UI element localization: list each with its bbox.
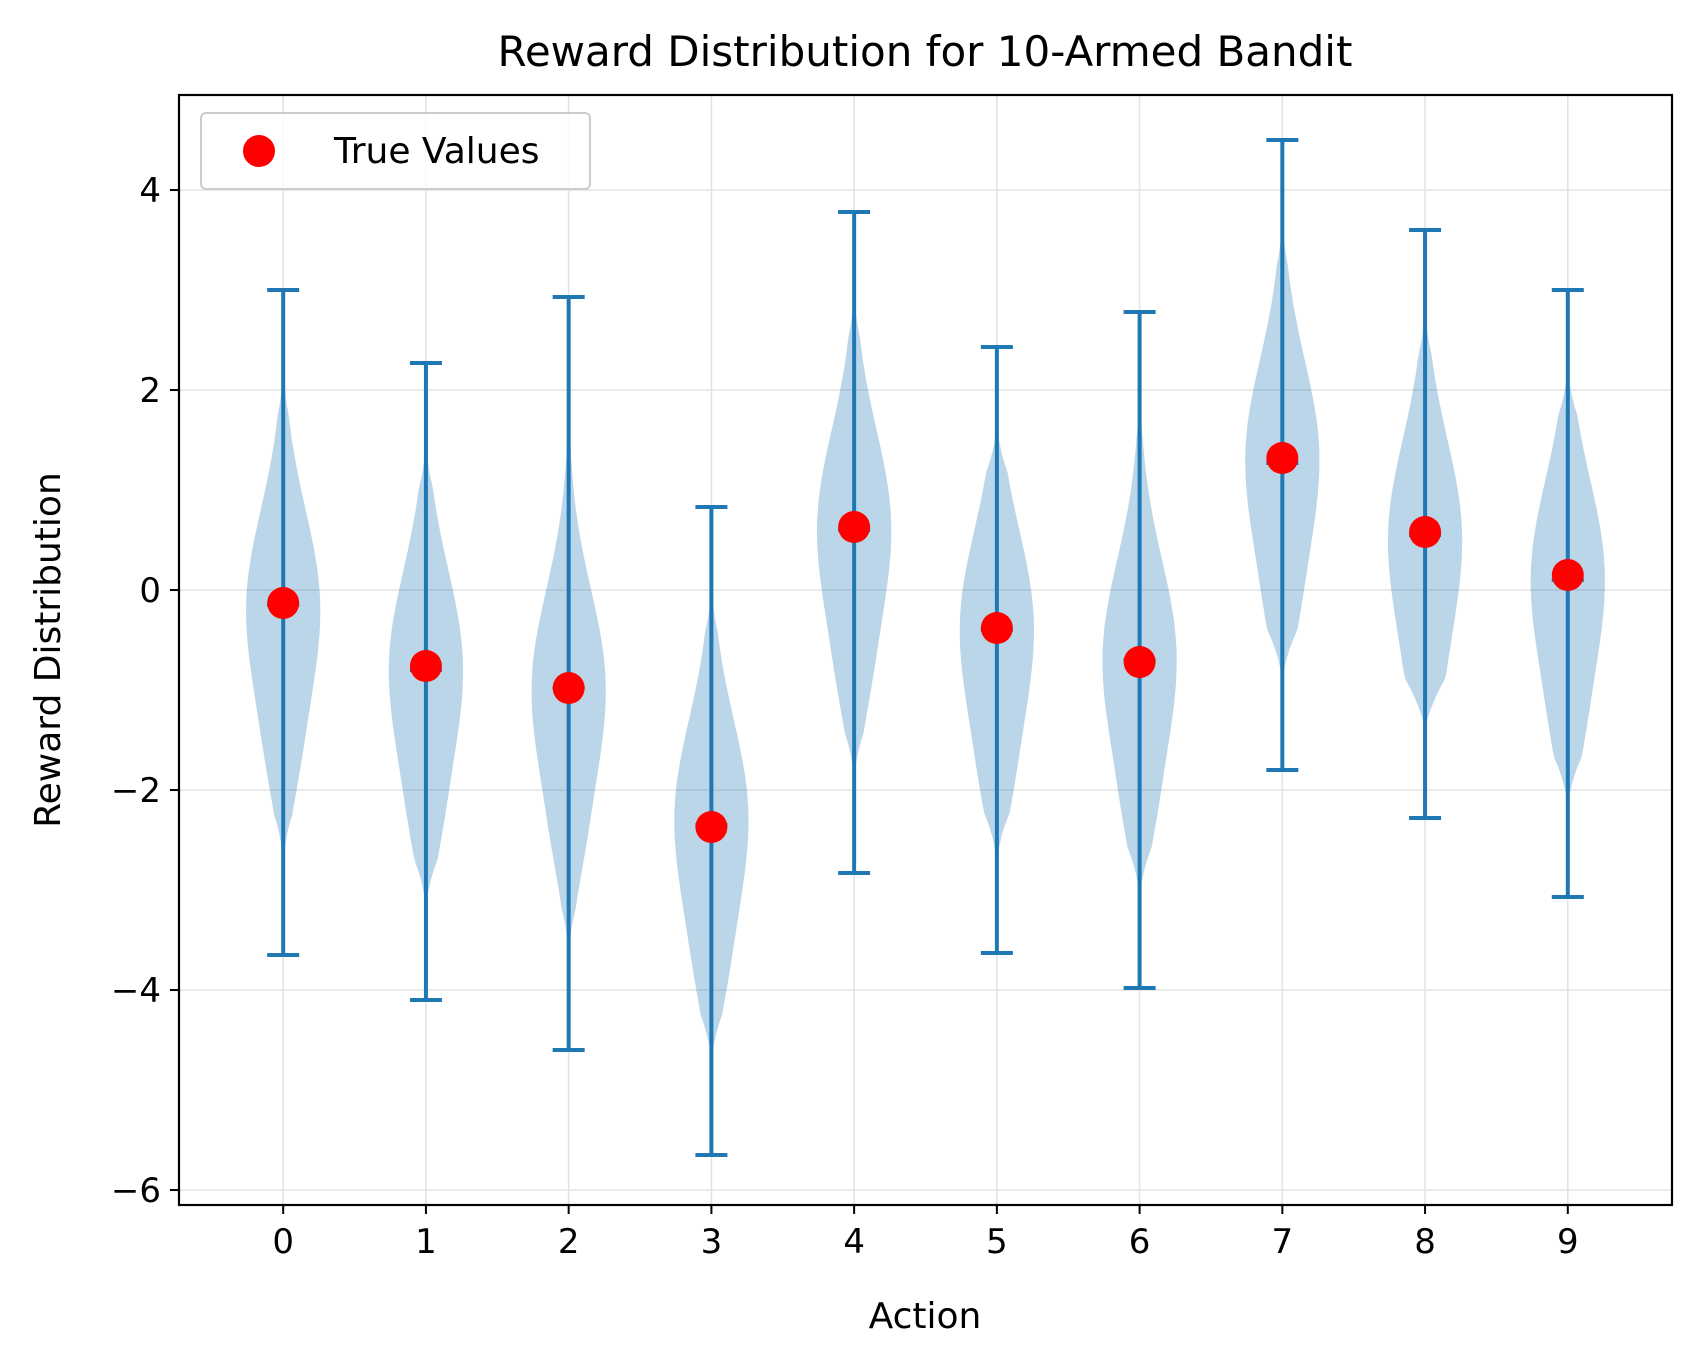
y-tick-label: −2 bbox=[111, 771, 161, 811]
x-tick-label: 3 bbox=[701, 1222, 723, 1262]
true-value-marker bbox=[980, 612, 1013, 644]
x-tick-label: 6 bbox=[1129, 1222, 1151, 1262]
plot-frame bbox=[177, 93, 1674, 1207]
y-tick-label: 0 bbox=[139, 571, 161, 611]
y-tick-label: 4 bbox=[139, 171, 161, 211]
x-tick-label: 4 bbox=[843, 1222, 865, 1262]
true-value-marker bbox=[1409, 516, 1442, 548]
true-value-marker bbox=[838, 511, 871, 543]
true-value-marker bbox=[267, 587, 300, 619]
y-tick-label: −4 bbox=[111, 971, 161, 1011]
true-value-marker bbox=[1123, 646, 1156, 678]
y-tick-label: 2 bbox=[139, 371, 161, 411]
legend-marker bbox=[243, 135, 275, 167]
true-value-marker bbox=[695, 811, 728, 843]
x-tick-label: 0 bbox=[272, 1222, 294, 1262]
true-value-markers bbox=[267, 442, 1584, 843]
x-tick-label: 5 bbox=[986, 1222, 1008, 1262]
x-tick-label: 8 bbox=[1414, 1222, 1436, 1262]
true-value-marker bbox=[409, 650, 442, 682]
legend-box bbox=[200, 112, 591, 190]
y-axis-label: Reward Distribution bbox=[28, 472, 69, 828]
true-value-marker bbox=[1551, 559, 1584, 591]
x-axis-label: Action bbox=[869, 1296, 982, 1337]
axis-layer: 0 1 2 3 4 5 6 7 8 9 −6 −4 −2 0 2 4 bbox=[111, 171, 1579, 1262]
legend: True Values bbox=[200, 112, 591, 190]
chart-title: Reward Distribution for 10-Armed Bandit bbox=[498, 27, 1353, 76]
x-tick-label: 2 bbox=[558, 1222, 580, 1262]
x-tick-label: 7 bbox=[1272, 1222, 1294, 1262]
legend-entry-true-values: True Values bbox=[333, 131, 540, 172]
y-tick-label: −6 bbox=[111, 1171, 161, 1211]
true-value-marker bbox=[1266, 442, 1299, 474]
x-tick-label: 1 bbox=[415, 1222, 437, 1262]
true-value-marker bbox=[552, 672, 585, 704]
x-tick-label: 9 bbox=[1557, 1222, 1579, 1262]
